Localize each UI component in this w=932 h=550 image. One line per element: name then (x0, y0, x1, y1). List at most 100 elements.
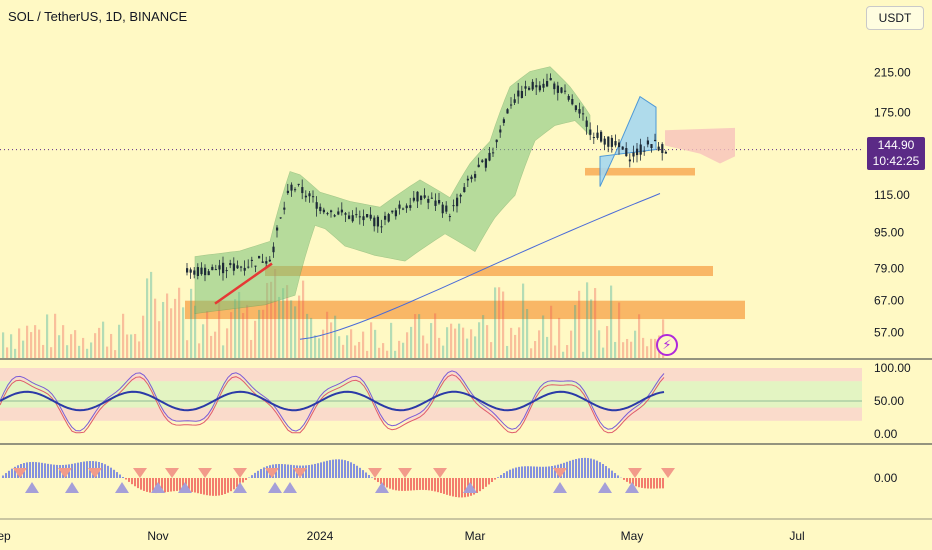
volume-bar (426, 343, 429, 358)
volume-bar (58, 335, 61, 358)
bullish-marker-icon (553, 482, 567, 493)
volume-bar (318, 338, 321, 358)
bearish-marker-icon (553, 468, 567, 478)
volume-bar (630, 341, 633, 358)
volume-bar (198, 343, 201, 358)
volume-bar (538, 330, 541, 358)
candle-body (654, 139, 657, 141)
bearish-marker-icon (165, 468, 179, 478)
bearish-marker-icon (628, 468, 642, 478)
volume-bar (450, 323, 453, 358)
bullish-marker-icon (151, 482, 165, 493)
candle-body (524, 86, 527, 89)
candle-body (585, 120, 588, 127)
volume-bar (646, 346, 649, 358)
volume-bar (502, 291, 505, 358)
candle-body (639, 144, 642, 155)
volume-bar (418, 314, 421, 358)
volume-bar (406, 332, 409, 358)
candle-body (553, 83, 556, 90)
volume-bar (134, 333, 137, 358)
volume-bar (442, 345, 445, 358)
candle-body (488, 152, 491, 161)
volume-bar (582, 351, 585, 358)
candle-body (207, 271, 210, 276)
candle-body (643, 150, 646, 152)
currency-button[interactable]: USDT (866, 6, 924, 30)
candle-body (603, 138, 606, 145)
volume-bar (266, 282, 269, 358)
volume-bar (18, 328, 21, 358)
bullish-marker-icon (268, 482, 282, 493)
y-tick-label: 115.00 (874, 188, 910, 202)
volume-bar (606, 326, 609, 358)
candle-body (250, 259, 253, 261)
volume-bar (514, 334, 517, 358)
lightning-bolt-icon[interactable]: ⚡ (656, 334, 678, 356)
volume-bar (554, 345, 557, 358)
bullish-marker-icon (25, 482, 39, 493)
candle-body (409, 205, 412, 208)
volume-bar (390, 322, 393, 358)
volume-bar (302, 280, 305, 358)
volume-bar (262, 309, 265, 358)
volume-bar (506, 345, 509, 358)
bearish-marker-icon (398, 468, 412, 478)
volume-bar (190, 288, 193, 358)
candle-body (600, 131, 603, 142)
candle-body (448, 216, 451, 218)
volume-bar (590, 299, 593, 358)
candle-body (304, 195, 307, 198)
volume-bar (54, 313, 57, 358)
volume-bar (338, 336, 341, 358)
volume-bar (458, 323, 461, 358)
candle-body (596, 132, 599, 138)
candle-body (636, 148, 639, 156)
volume-bar (550, 305, 553, 358)
osc-y-tick-label: 50.00 (874, 394, 904, 408)
bearish-marker-icon (88, 468, 102, 478)
x-tick-label: Sep (0, 529, 11, 543)
support-zone (585, 167, 695, 176)
volume-bar (402, 342, 405, 358)
volume-bar (126, 334, 129, 358)
candle-body (189, 269, 192, 273)
volume-bar (246, 304, 249, 358)
candle-body (556, 85, 559, 93)
bearish-marker-icon (133, 468, 147, 478)
candle-body (402, 208, 405, 210)
volume-bar (306, 313, 309, 358)
candle-body (373, 217, 376, 227)
candle-body (355, 214, 358, 216)
trend-line-red (214, 262, 273, 305)
volume-bar (42, 344, 45, 358)
candle-body (301, 187, 304, 194)
volume-bar (326, 311, 329, 358)
candle-body (427, 198, 430, 203)
candle-body (466, 178, 469, 181)
volume-bar (38, 329, 41, 358)
volume-bar (238, 291, 241, 358)
volume-bar (146, 278, 149, 358)
volume-bar (354, 345, 357, 358)
candle-body (549, 77, 552, 81)
volume-bar (162, 301, 165, 358)
volume-bar (614, 341, 617, 358)
volume-bar (50, 347, 53, 358)
candle-body (394, 210, 397, 217)
chart-title: SOL / TetherUS, 1D, BINANCE (8, 9, 188, 24)
volume-bar (574, 305, 577, 358)
candle-body (247, 266, 250, 268)
volume-bar (486, 325, 489, 358)
volume-bar (558, 317, 561, 358)
volume-bar (130, 334, 133, 358)
rsi-line (0, 390, 665, 412)
volume-bar (222, 345, 225, 358)
candle-body (240, 266, 243, 268)
candle-body (196, 267, 199, 277)
candle-body (362, 216, 365, 221)
bearish-marker-icon (13, 468, 27, 478)
volume-bar (462, 327, 465, 358)
volume-bar (294, 306, 297, 358)
